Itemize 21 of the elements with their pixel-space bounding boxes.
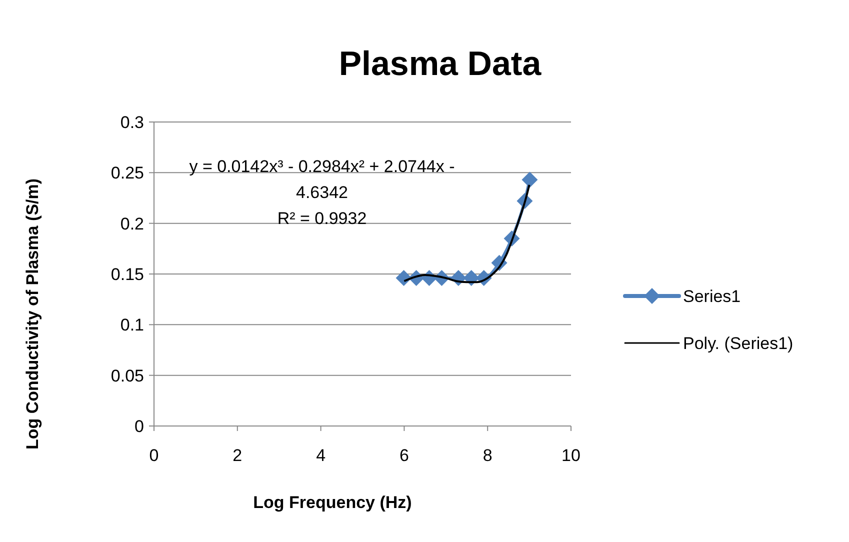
x-axis-title: Log Frequency (Hz) <box>253 493 412 512</box>
legend-label: Poly. (Series1) <box>683 334 794 353</box>
x-tick-label: 0 <box>149 446 159 465</box>
annotation: y = 0.0142x³ - 0.2984x² + 2.0744x - 4.6342 <box>189 157 455 202</box>
y-tick-label: 0.25 <box>110 164 144 183</box>
x-tick-label: 10 <box>562 446 580 465</box>
x-tick-label: 4 <box>316 446 326 465</box>
y-tick-label: 0.1 <box>120 316 144 335</box>
x-tick-label: 8 <box>482 446 492 465</box>
x-tick-label: 6 <box>399 446 409 465</box>
y-tick-label: 0.05 <box>110 366 144 386</box>
y-tick-label: 0.3 <box>120 112 144 132</box>
x-tick-label: 2 <box>232 446 242 465</box>
y-tick-label: 0.2 <box>120 214 144 234</box>
y-tick-label: 0.15 <box>110 264 144 284</box>
chart-title: Plasma Data <box>338 45 542 83</box>
legend-label: Series1 <box>683 286 741 306</box>
point <box>522 172 538 188</box>
y-axis-title: Log Conductivity of Plasma (S/m) <box>23 178 42 450</box>
annotation: R² = 0.9932 <box>277 209 367 228</box>
y-tick-label: 0 <box>134 416 144 436</box>
